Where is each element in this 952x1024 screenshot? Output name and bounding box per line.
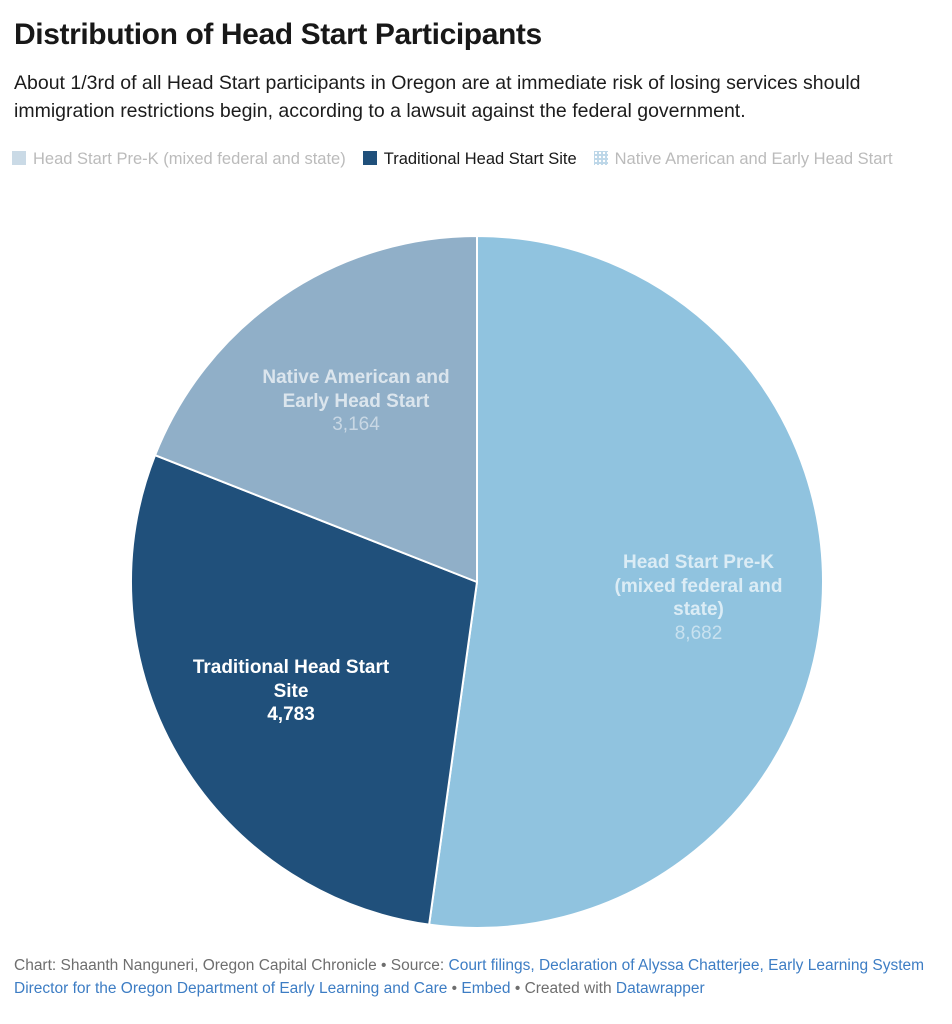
chart-description: About 1/3rd of all Head Start participan…	[14, 72, 861, 122]
legend: Head Start Pre-K (mixed federal and stat…	[12, 144, 946, 175]
pie-slice-1[interactable]	[130, 454, 478, 926]
legend-item-label: Head Start Pre-K (mixed federal and stat…	[33, 150, 346, 168]
legend-item-label: Native American and Early Head Start	[614, 150, 893, 168]
pie-chart: Head Start Pre-K (mixed federal and stat…	[0, 230, 952, 934]
pie-svg	[130, 235, 824, 929]
legend-item-native-american-early-head-start[interactable]: Native American and Early Head Start	[593, 150, 893, 168]
footer-datawrapper-link[interactable]: Datawrapper	[615, 980, 705, 997]
footer-byline: Chart: Shaanth Nanguneri, Oregon Capital…	[14, 954, 942, 1000]
legend-item-label: Traditional Head Start Site	[383, 150, 577, 168]
legend-swatch-icon	[593, 151, 608, 165]
legend-swatch-icon	[12, 151, 26, 165]
pie-slice-2[interactable]	[154, 235, 478, 583]
pie-slice-0[interactable]	[428, 235, 824, 929]
legend-swatch-icon	[362, 151, 377, 165]
footer-created-with-text: • Created with	[510, 980, 616, 997]
footer-separator: •	[447, 980, 462, 997]
page-title: Distribution of Head Start Participants	[14, 18, 542, 51]
footer-embed-link[interactable]: Embed	[461, 980, 511, 997]
footer-chart-credit: Chart: Shaanth Nanguneri, Oregon Capital…	[14, 957, 449, 974]
footer-source-link[interactable]: Court filings, Declaration of Alyssa Cha…	[14, 957, 925, 997]
legend-item-traditional-head-start[interactable]: Traditional Head Start Site	[362, 150, 577, 168]
legend-item-head-start-pre-k[interactable]: Head Start Pre-K (mixed federal and stat…	[12, 150, 346, 168]
